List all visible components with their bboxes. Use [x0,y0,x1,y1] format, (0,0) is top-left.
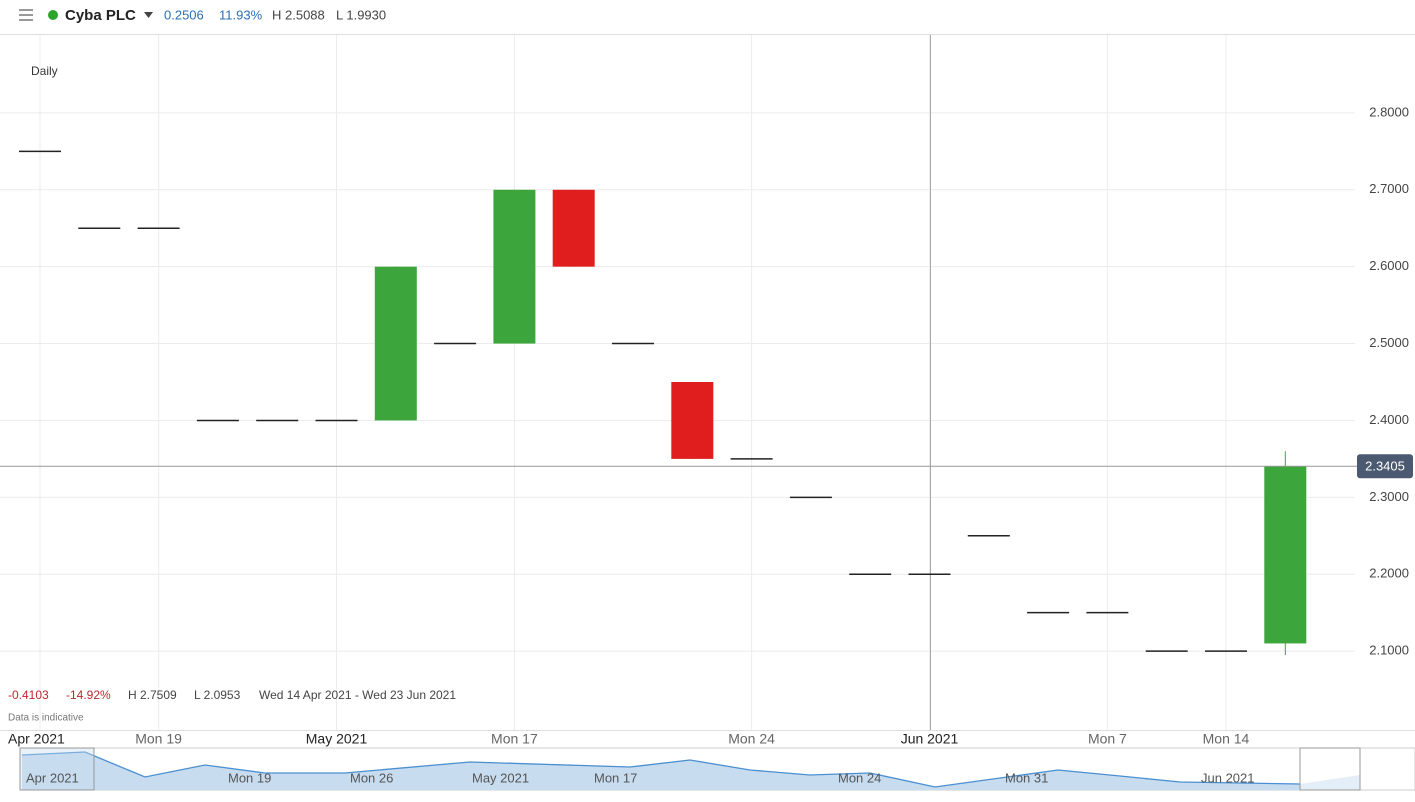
stats-change: -0.4103 [8,688,49,702]
navigator-label: Apr 2021 [26,770,79,785]
y-tick-label: 2.2000 [1369,566,1409,581]
candle-body [1264,466,1307,644]
stats-change-pct: -14.92% [66,688,111,702]
navigator[interactable] [19,747,1415,791]
stats-high: H 2.7509 [128,688,177,702]
x-tick-label: Jun 2021 [901,731,959,747]
stats-low: L 2.0953 [194,688,241,702]
x-tick-label: Apr 2021 [8,731,65,747]
last-price-box [1357,454,1413,479]
header-high: H 2.5088 [272,7,325,22]
candle-body [671,382,714,459]
last-price-label: 2.3405 [1365,459,1405,474]
status-dot [48,10,58,20]
header-low: L 1.9930 [336,7,386,22]
navigator-label: Mon 19 [228,770,271,785]
y-tick-label: 2.3000 [1369,489,1409,504]
instrument-name[interactable]: Cyba PLC [65,7,136,24]
y-tick-label: 2.4000 [1369,412,1409,427]
interval-label: Daily [31,64,58,78]
candle-body [374,266,417,421]
stats-range: Wed 14 Apr 2021 - Wed 23 Jun 2021 [259,688,456,702]
candle-body [552,189,595,267]
x-tick-label: Mon 24 [728,731,775,747]
y-tick-label: 2.8000 [1369,104,1409,119]
x-tick-label: May 2021 [306,731,368,747]
y-tick-label: 2.7000 [1369,181,1409,196]
navigator-label: Jun 2021 [1201,770,1255,785]
menu-icon[interactable] [19,9,33,21]
x-tick-label: Mon 14 [1203,731,1250,747]
navigator-label: Mon 26 [350,770,393,785]
navigator-label: Mon 17 [594,770,637,785]
header-change: 0.2506 [164,7,204,22]
x-tick-label: Mon 7 [1088,731,1127,747]
y-tick-label: 2.6000 [1369,258,1409,273]
data-note: Data is indicative [8,713,84,724]
instrument-dropdown[interactable] [144,12,153,18]
y-tick-label: 2.5000 [1369,335,1409,350]
x-tick-label: Mon 19 [135,731,182,747]
x-tick-label: Mon 17 [491,731,538,747]
navigator-label: Mon 24 [838,770,881,785]
navigator-label: May 2021 [472,770,529,785]
header-change-pct: 11.93% [219,7,263,22]
navigator-label: Mon 31 [1005,770,1048,785]
y-tick-label: 2.1000 [1369,643,1409,658]
candle-body [493,189,536,344]
